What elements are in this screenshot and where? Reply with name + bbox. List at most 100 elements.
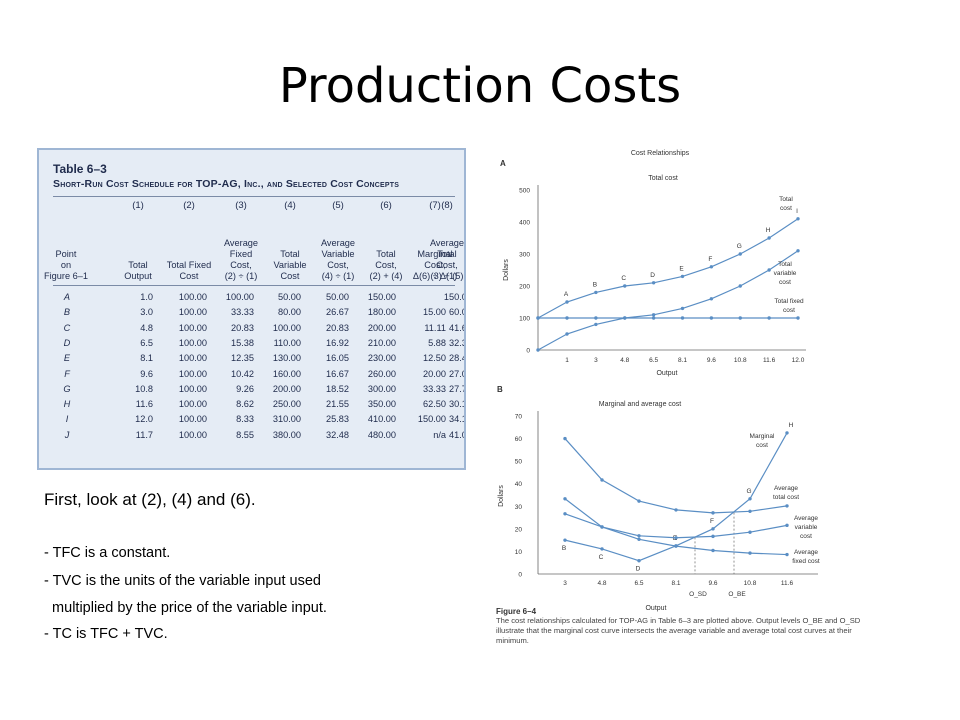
table-row-point: H xyxy=(63,399,71,410)
data-point xyxy=(785,523,789,528)
figure-caption: The cost relationships calculated for TO… xyxy=(496,616,861,645)
table-cell: 8.33 xyxy=(236,414,254,425)
point-label: A xyxy=(564,291,569,298)
table-cell: 100.00 xyxy=(178,399,207,410)
table-cell: 150.00 xyxy=(417,414,446,425)
series-label: cost xyxy=(779,279,791,286)
table-cell: 100.00 xyxy=(178,368,207,379)
table-cell: 250.00 xyxy=(272,399,301,410)
data-point xyxy=(711,548,715,553)
table-cell: 62.50 xyxy=(423,399,446,410)
table-cell: 160.00 xyxy=(272,368,301,379)
table-row-point: C xyxy=(63,322,71,333)
column-header: Total Variable Cost xyxy=(273,249,307,281)
data-point xyxy=(565,300,569,304)
table-cell: 410.00 xyxy=(367,414,396,425)
table-cell: 310.00 xyxy=(272,414,301,425)
table-cell: 41.03 xyxy=(449,429,464,440)
series-label: Total fixed xyxy=(774,298,804,305)
data-point xyxy=(563,436,567,441)
series-label: cost xyxy=(756,442,768,449)
table-cell: 18.52 xyxy=(326,383,349,394)
data-point xyxy=(594,290,598,295)
data-point xyxy=(709,316,714,320)
obe-label: O_BE xyxy=(728,591,746,598)
data-point xyxy=(600,478,604,482)
data-point xyxy=(709,297,714,301)
table-cell: 16.05 xyxy=(326,353,349,364)
data-point xyxy=(594,316,598,320)
column-number: (6) xyxy=(380,200,392,211)
table-cell: 34.17 xyxy=(449,414,464,425)
series-label: variable xyxy=(774,270,797,277)
series-label: Average xyxy=(794,515,818,522)
point-label: E xyxy=(679,265,684,272)
data-point xyxy=(796,316,800,320)
table-cell: 100.00 xyxy=(178,429,207,440)
point-label: G xyxy=(737,243,742,250)
table-cell: 50.00 xyxy=(326,292,349,302)
table-cell: 100.00 xyxy=(178,383,207,394)
table-cell: 5.88 xyxy=(428,337,446,348)
y-tick-label: 10 xyxy=(515,549,523,556)
data-point xyxy=(711,511,715,515)
table-row-point: A xyxy=(63,292,71,302)
table-cell: 100.00 xyxy=(178,353,207,364)
osd-label: O_SD xyxy=(689,591,707,598)
figure-label: Figure 6–4 xyxy=(496,607,537,616)
table-cell: 16.92 xyxy=(326,337,349,348)
table-cell: 100.00 xyxy=(178,292,207,302)
table-cell: 21.55 xyxy=(326,399,349,410)
x-tick-label: 11.6 xyxy=(763,357,776,364)
x-tick-label: 8.1 xyxy=(671,580,680,587)
x-tick-label: 4.8 xyxy=(620,357,629,364)
column-number: (4) xyxy=(284,200,296,211)
table-cell: 210.00 xyxy=(367,337,396,348)
data-point xyxy=(796,217,800,221)
series-label: Average xyxy=(794,549,818,556)
table-cell: 60.00 xyxy=(449,307,464,318)
table-subtitle: Short-Run Cost Schedule for TOP-AG, Inc.… xyxy=(53,178,400,190)
series-label: Total xyxy=(778,261,792,268)
panel-label: A xyxy=(500,159,506,168)
table-cell: 15.00 xyxy=(423,307,446,318)
x-tick-label: 1 xyxy=(565,357,569,364)
table-cell: 80.00 xyxy=(278,307,301,318)
data-point xyxy=(711,534,715,539)
series-line xyxy=(537,250,799,351)
point-label: F xyxy=(710,518,714,525)
table-cell: 15.38 xyxy=(231,337,254,348)
table-cell: 100.00 xyxy=(225,292,254,302)
x-tick-label: 10.8 xyxy=(744,580,757,587)
x-tick-label: 9.6 xyxy=(707,357,716,364)
point-label: C xyxy=(621,275,626,282)
point-label: I xyxy=(796,208,798,215)
table-cell: 11.11 xyxy=(424,322,446,333)
data-point xyxy=(785,504,789,508)
panel-label: B xyxy=(497,385,503,394)
table-cell: 6.5 xyxy=(140,337,153,348)
column-number: (7) xyxy=(429,200,441,211)
data-point xyxy=(748,530,752,534)
data-point xyxy=(709,265,714,269)
table-cell: 11.7 xyxy=(135,429,153,440)
column-number: (1) xyxy=(132,200,144,211)
data-point xyxy=(796,249,800,253)
table-cell: 12.50 xyxy=(423,353,446,364)
table-cell: 27.78 xyxy=(449,383,464,394)
table-cell: 200.00 xyxy=(272,383,301,394)
point-label: G xyxy=(746,488,751,495)
table-cell: 32.48 xyxy=(326,429,349,440)
table-cell: 10.42 xyxy=(231,368,254,379)
data-point xyxy=(674,544,678,548)
table-cell: 100.00 xyxy=(178,322,207,333)
table-row-point: F xyxy=(64,368,70,379)
data-point xyxy=(637,537,641,541)
x-tick-label: 3 xyxy=(563,580,567,587)
data-point xyxy=(563,497,567,501)
data-point xyxy=(738,284,742,288)
table-cell: 200.00 xyxy=(367,322,396,333)
table-cell: 110.00 xyxy=(273,337,301,348)
column-header: Total Fixed Cost xyxy=(166,260,212,281)
series-line xyxy=(564,438,788,514)
